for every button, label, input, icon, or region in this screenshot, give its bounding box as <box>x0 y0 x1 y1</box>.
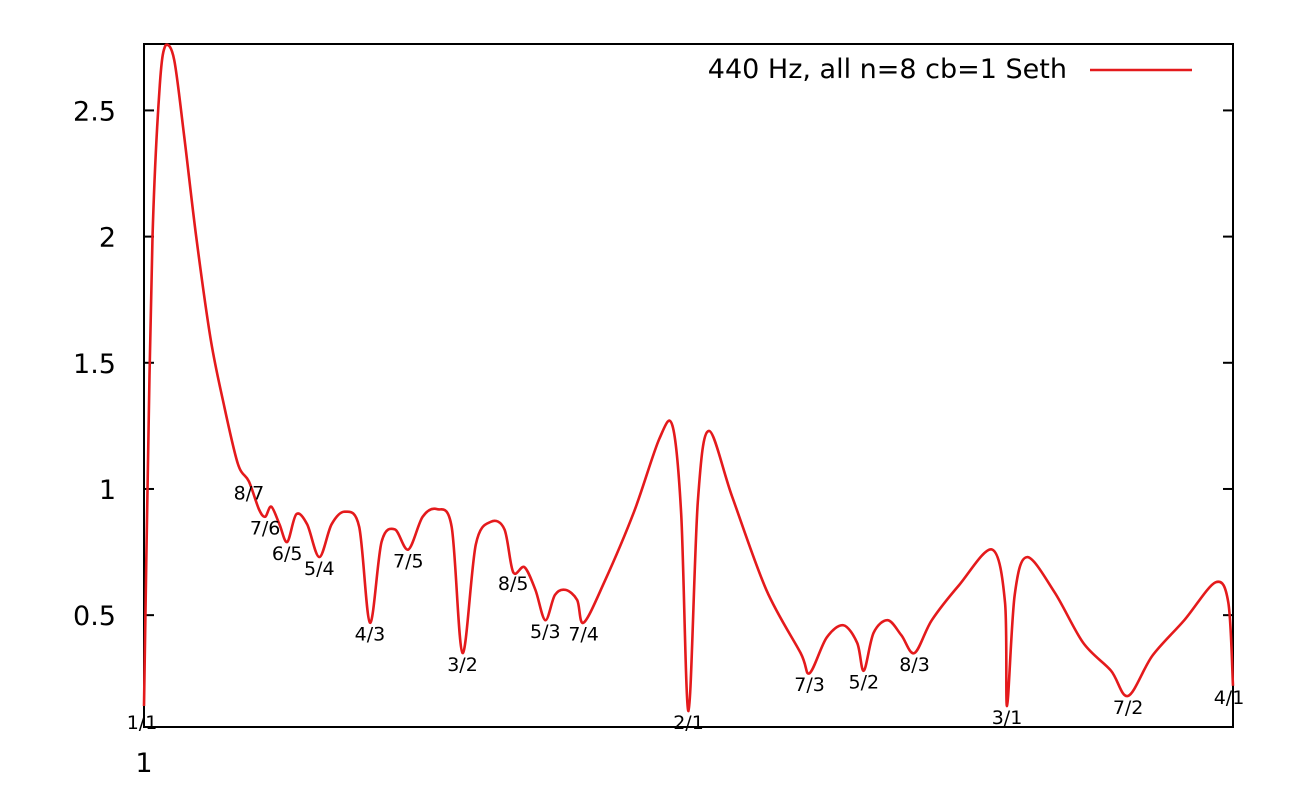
y-tick-label: 1.5 <box>73 349 116 380</box>
ratio-label: 8/3 <box>899 654 930 676</box>
ratio-labels: 1/1 8/7 7/6 6/55/4 4/3 7/5 3/2 8/5 5/3 7/4 2/1 7/3 5… <box>127 482 1245 734</box>
x-tick-label: 1 <box>135 748 152 779</box>
y-axis: 0.5 1 1.5 2 2.5 <box>73 96 1233 632</box>
ratio-label: 7/6 <box>250 518 281 540</box>
legend: 440 Hz, all n=8 cb=1 Seth <box>708 54 1192 85</box>
ratio-label: 6/5 <box>272 543 303 565</box>
y-tick-label: 2 <box>99 223 116 254</box>
series-line <box>142 43 1235 713</box>
x-axis: 1 <box>135 748 152 779</box>
plot-frame <box>143 43 1234 728</box>
ratio-label: 7/3 <box>794 674 825 696</box>
ratio-label: 2/1 <box>673 712 704 734</box>
ratio-label: 5/2 <box>849 672 880 694</box>
ratio-label: 1/1 <box>127 712 158 734</box>
legend-label: 440 Hz, all n=8 cb=1 Seth <box>708 54 1067 85</box>
ratio-label: 8/5 <box>498 573 529 595</box>
y-tick-label: 1 <box>99 475 116 506</box>
ratio-label: 4/3 <box>355 624 386 646</box>
ratio-label: 7/4 <box>568 624 599 646</box>
ratio-label: 5/4 <box>304 558 335 580</box>
ratio-label: 3/2 <box>447 654 478 676</box>
ratio-label: 7/5 <box>393 551 424 573</box>
ratio-label: 3/1 <box>992 707 1023 729</box>
ratio-label: 4/1 <box>1214 687 1245 709</box>
ratio-label: 5/3 <box>530 621 561 643</box>
ratio-label: 8/7 <box>234 482 265 504</box>
y-tick-label: 0.5 <box>73 601 116 632</box>
y-tick-label: 2.5 <box>73 96 116 127</box>
ratio-label: 7/2 <box>1113 697 1144 719</box>
